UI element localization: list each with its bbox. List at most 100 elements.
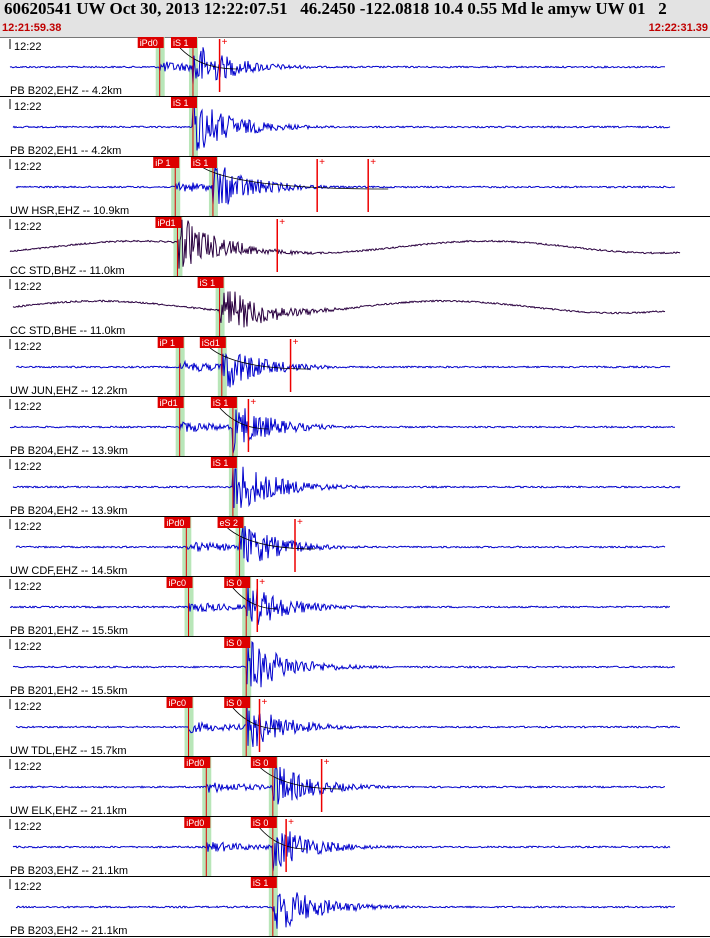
pick-label-box <box>157 337 184 348</box>
waveform <box>9 584 671 625</box>
pick-label-box <box>217 517 244 528</box>
pick-label: iS 1 <box>200 278 216 288</box>
amplitude-plus-mark: + <box>288 817 294 828</box>
station-label: CC STD,BHZ -- 11.0km <box>10 265 125 277</box>
pick-label: eS 2 <box>220 518 239 528</box>
panel-time-label: 12:22 <box>14 41 42 53</box>
pick-label: iS 0 <box>226 698 242 708</box>
pick-label-box <box>224 577 251 588</box>
trace-panel: + iPd1 iS 1 12:22 PB B204,EHZ -- 13.9km <box>0 397 710 457</box>
pick-label-box <box>137 37 164 48</box>
panel-time-label: 12:22 <box>14 581 42 593</box>
trace-panel: iS 1 12:22 PB B202,EH1 -- 4.2km <box>0 97 710 157</box>
pick-label: iS 0 <box>226 638 242 648</box>
amplitude-plus-mark: + <box>262 697 268 708</box>
amplitude-plus-mark: + <box>319 157 325 168</box>
panel-time-label: 12:22 <box>14 341 42 353</box>
station-label: CC STD,BHE -- 11.0km <box>10 325 125 337</box>
trace-panel: + iP 1 iSd1 12:22 UW JUN,EHZ -- 12.2km <box>0 337 710 397</box>
panel-time-label: 12:22 <box>14 821 42 833</box>
trace-panel: iS 0 12:22 PB B201,EH2 -- 15.5km <box>0 637 710 697</box>
pick-label-box <box>224 697 251 708</box>
waveform <box>15 166 676 205</box>
trace-panel: + + iP 1 iS 1 12:22 UW HSR,EHZ -- 10.9km <box>0 157 710 217</box>
station-label: UW TDL,EHZ -- 15.7km <box>10 745 127 757</box>
trace-panel: + iPc0 iS 0 12:22 PB B201,EHZ -- 15.5km <box>0 577 710 637</box>
station-label: PB B203,EHZ -- 21.1km <box>10 865 128 877</box>
coda-decay-curve <box>192 158 389 190</box>
amplitude-plus-mark: + <box>297 517 303 528</box>
pick-label: iP 1 <box>155 158 170 168</box>
pick-label: iS 1 <box>173 98 189 108</box>
pick-label: iS 1 <box>253 878 269 888</box>
waveform <box>9 219 681 269</box>
pick-label-box <box>224 637 251 648</box>
station-label: PB B202,EHZ -- 4.2km <box>10 85 122 97</box>
panel-time-label: 12:22 <box>14 701 42 713</box>
station-label: UW HSR,EHZ -- 10.9km <box>10 205 129 217</box>
pick-label-box <box>210 457 237 468</box>
trace-panel: iS 1 12:22 PB B203,EH2 -- 21.1km <box>0 877 710 937</box>
trace-panel: iS 1 12:22 CC STD,BHE -- 11.0km <box>0 277 710 337</box>
pick-label: iS 0 <box>253 758 269 768</box>
trace-panel: iS 1 12:22 PB B204,EH2 -- 13.9km <box>0 457 710 517</box>
pick-label-box <box>197 277 224 288</box>
pick-label-box <box>153 157 180 168</box>
amplitude-plus-mark: + <box>324 757 330 768</box>
waveform <box>15 892 676 929</box>
event-header: 60620541 UW Oct 30, 2013 12:22:07.51 46.… <box>0 0 710 38</box>
pick-label-box <box>155 217 182 228</box>
waveform <box>12 466 681 509</box>
panel-time-label: 12:22 <box>14 881 42 893</box>
pick-label-box <box>250 877 277 888</box>
pick-label: iPd0 <box>186 758 204 768</box>
waveform <box>12 831 671 872</box>
panel-time-label: 12:22 <box>14 281 42 293</box>
waveform <box>12 291 666 328</box>
event-title: 60620541 UW Oct 30, 2013 12:22:07.51 46.… <box>4 0 667 18</box>
waveform <box>15 525 666 563</box>
trace-panel: + iPd0 iS 0 12:22 PB B203,EHZ -- 21.1km <box>0 817 710 877</box>
waveform <box>9 47 666 85</box>
pick-label-box <box>184 817 211 828</box>
panel-time-label: 12:22 <box>14 401 42 413</box>
pick-label-box <box>184 757 211 768</box>
station-label: PB B202,EH1 -- 4.2km <box>10 145 121 157</box>
amplitude-plus-mark: + <box>370 157 376 168</box>
station-label: PB B204,EHZ -- 13.9km <box>10 445 128 457</box>
station-label: UW ELK,EHZ -- 21.1km <box>10 805 127 817</box>
amplitude-plus-mark: + <box>279 217 285 228</box>
pick-label-box <box>250 757 277 768</box>
station-label: UW CDF,EHZ -- 14.5km <box>10 565 127 577</box>
seismogram-panels[interactable]: + iPd0 iS 1 12:22 PB B202,EHZ -- 4.2km iS 1 12… <box>0 37 710 938</box>
pick-label: iSd1 <box>202 338 220 348</box>
pick-label: iS 0 <box>253 818 269 828</box>
pick-label: iPc0 <box>169 578 187 588</box>
amplitude-plus-mark: + <box>250 397 256 408</box>
pick-label: iPd0 <box>186 818 204 828</box>
trace-panel: + iPd0 iS 1 12:22 PB B202,EHZ -- 4.2km <box>0 37 710 97</box>
waveform <box>12 640 676 688</box>
pick-label: iS 1 <box>213 458 229 468</box>
panel-time-label: 12:22 <box>14 221 42 233</box>
station-label: PB B201,EHZ -- 15.5km <box>10 625 128 637</box>
station-label: PB B201,EH2 -- 15.5km <box>10 685 127 697</box>
pick-label-box <box>250 817 277 828</box>
pick-label-box <box>166 577 193 588</box>
waveform <box>9 408 675 454</box>
pick-label: iPd0 <box>166 518 184 528</box>
station-label: PB B203,EH2 -- 21.1km <box>10 925 127 937</box>
pick-label-box <box>170 97 197 108</box>
pick-label-box <box>190 157 217 168</box>
trace-panel: + iPc0 iS 0 12:22 UW TDL,EHZ -- 15.7km <box>0 697 710 757</box>
pick-label: iS 1 <box>213 398 229 408</box>
window-end-time: 12:22:31.39 <box>648 22 708 34</box>
station-label: UW JUN,EHZ -- 12.2km <box>10 385 127 397</box>
panel-time-label: 12:22 <box>14 161 42 173</box>
panel-time-label: 12:22 <box>14 101 42 113</box>
panel-time-label: 12:22 <box>14 761 42 773</box>
trace-panel: + iPd0 eS 2 12:22 UW CDF,EHZ -- 14.5km <box>0 517 710 577</box>
pick-label: iS 1 <box>173 38 189 48</box>
pick-label-box <box>166 697 193 708</box>
pick-label-box <box>170 37 197 48</box>
